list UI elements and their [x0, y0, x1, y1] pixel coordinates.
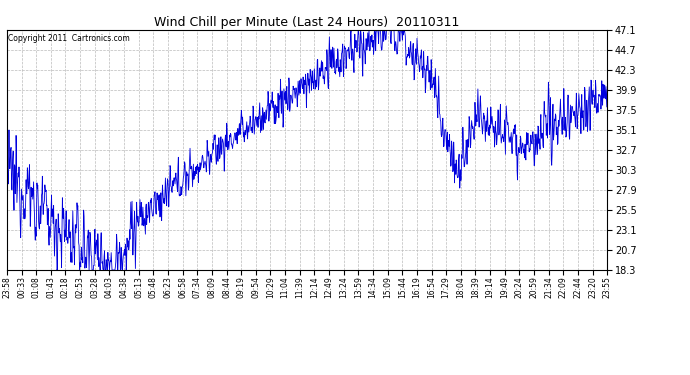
Text: Copyright 2011  Cartronics.com: Copyright 2011 Cartronics.com: [8, 34, 130, 43]
Title: Wind Chill per Minute (Last 24 Hours)  20110311: Wind Chill per Minute (Last 24 Hours) 20…: [155, 16, 460, 29]
